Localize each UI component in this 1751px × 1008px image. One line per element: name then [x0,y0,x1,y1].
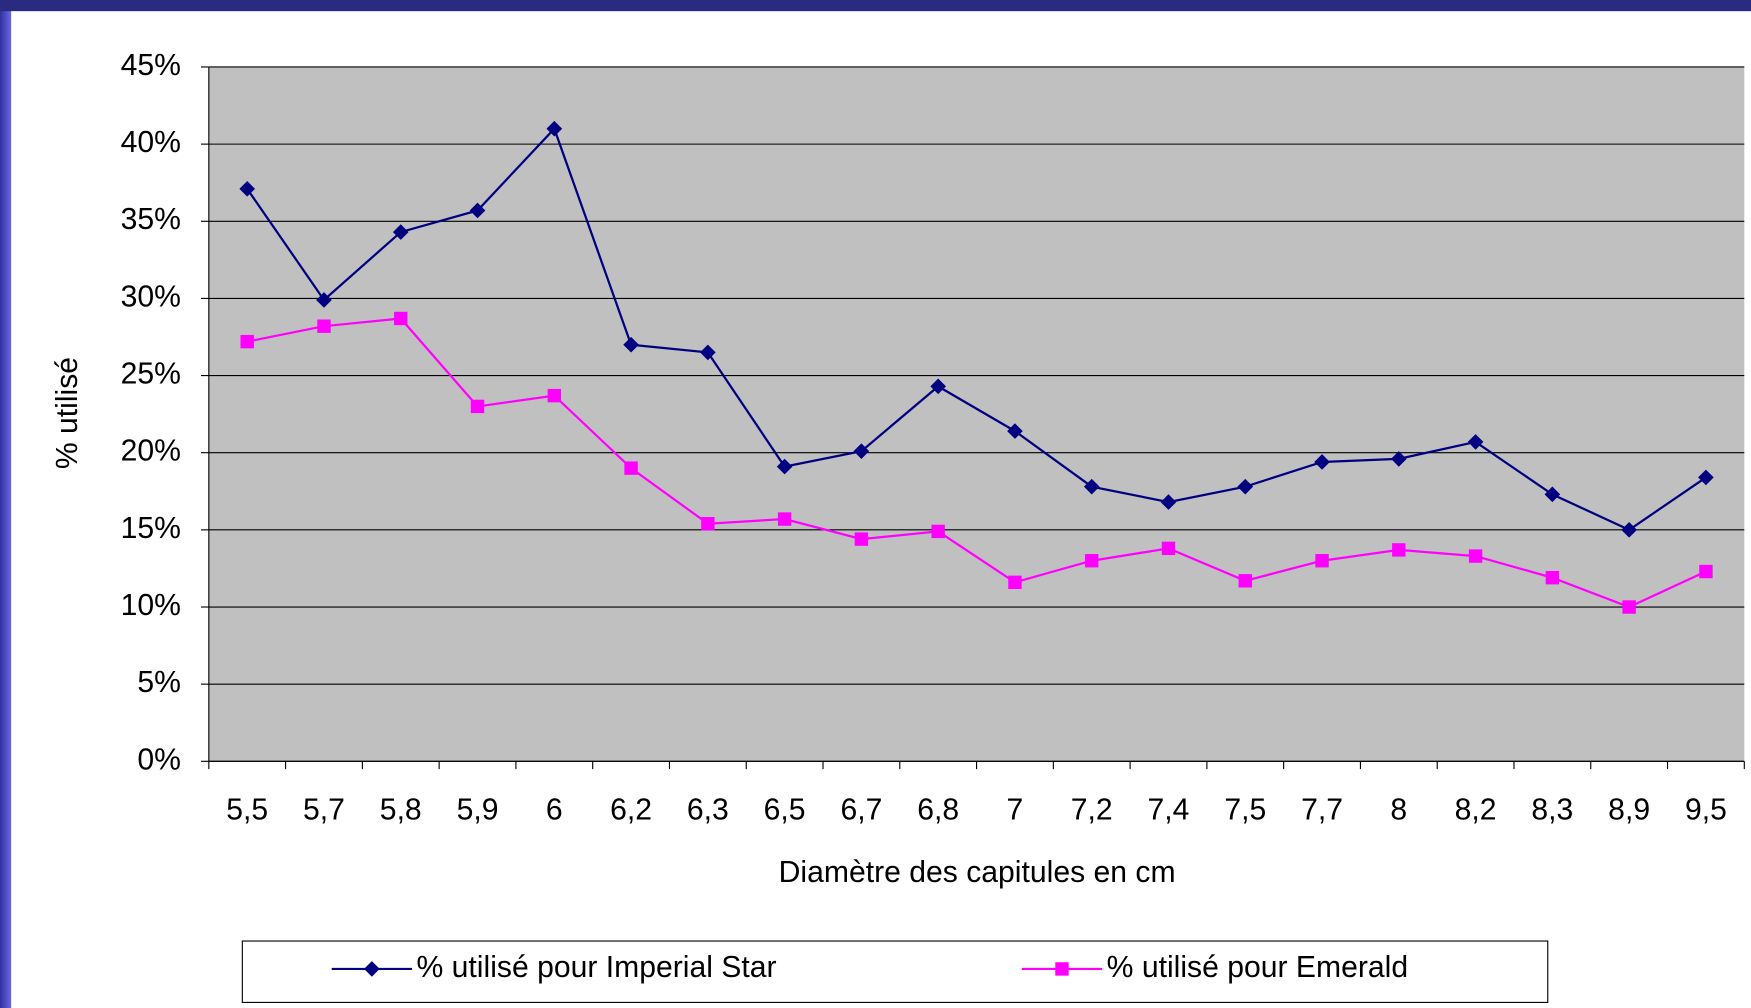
plot-area [208,66,1745,762]
frame-left [0,0,12,1008]
data-point [854,532,869,546]
data-point [470,399,485,414]
x-tick-label: 5,9 [457,794,499,827]
y-tick-label: 0% [137,743,181,776]
data-point [700,344,716,361]
data-point [1315,554,1329,568]
x-tick-label: 8,3 [1531,794,1573,827]
y-tick-label: 10% [121,589,181,622]
legend-marker [1055,962,1069,976]
data-point [701,516,715,531]
data-point [469,202,486,219]
x-tick-label: 6,2 [610,794,652,827]
data-point [1085,554,1099,568]
data-point [853,443,870,459]
data-point [1467,434,1484,450]
series-line [246,126,1707,532]
data-point [930,378,946,395]
x-tick-label: 7,5 [1224,794,1266,827]
data-point [392,224,409,240]
x-tick-label: 6,7 [840,794,882,827]
y-tick-label: 20% [121,435,181,468]
data-point [931,524,945,539]
data-point [624,461,638,475]
x-tick-label: 6,5 [764,794,806,827]
legend-label: % utilisé pour Imperial Star [417,951,777,984]
y-tick-label: 45% [121,49,181,82]
x-tick-label: 7,7 [1301,794,1343,827]
data-point [1698,469,1714,486]
data-point [776,458,793,475]
x-axis-label: Diamètre des capitules en cm [779,856,1176,889]
data-point [777,512,792,526]
data-point [1238,574,1252,588]
x-tick-label: 5,8 [380,794,422,827]
x-tick-label: 8,9 [1608,794,1650,827]
data-point [317,319,331,333]
y-tick-label: 5% [137,666,181,699]
x-tick-label: 7 [1007,794,1024,827]
data-point [1468,549,1483,563]
frame-top [0,0,1751,12]
x-tick-label: 6,8 [917,794,959,827]
x-tick-label: 8 [1390,794,1407,827]
data-point [1622,600,1636,614]
data-point [1391,451,1407,467]
x-tick-label: 8,2 [1455,794,1497,827]
x-tick-label: 9,5 [1685,794,1727,827]
x-tick-label: 7,2 [1071,794,1113,827]
y-tick-label: 35% [121,203,181,236]
data-point [1237,478,1254,495]
x-tick-label: 6,3 [687,794,729,827]
data-point [239,181,256,197]
y-tick-label: 25% [121,358,181,391]
y-tick-label: 15% [121,512,181,545]
series-line [246,317,1707,609]
data-point [1392,543,1406,557]
y-axis-label: % utilisé [51,357,84,469]
x-tick-label: 5,7 [303,794,345,827]
data-point [1545,570,1560,585]
data-point [1161,541,1176,556]
data-point [394,311,408,326]
x-tick-label: 7,4 [1148,794,1190,827]
legend-box [241,940,1549,1003]
data-point [1621,522,1637,538]
legend-label: % utilisé pour Emerald [1107,951,1408,984]
y-tick-label: 40% [121,126,181,159]
data-point [547,388,562,403]
x-tick-label: 5,5 [226,794,268,827]
data-point [1007,423,1023,439]
data-point [240,334,254,349]
y-tick-label: 30% [121,280,181,313]
data-point [1699,564,1713,579]
x-tick-label: 6 [546,794,563,827]
data-point [1008,575,1022,590]
data-point [546,120,563,137]
